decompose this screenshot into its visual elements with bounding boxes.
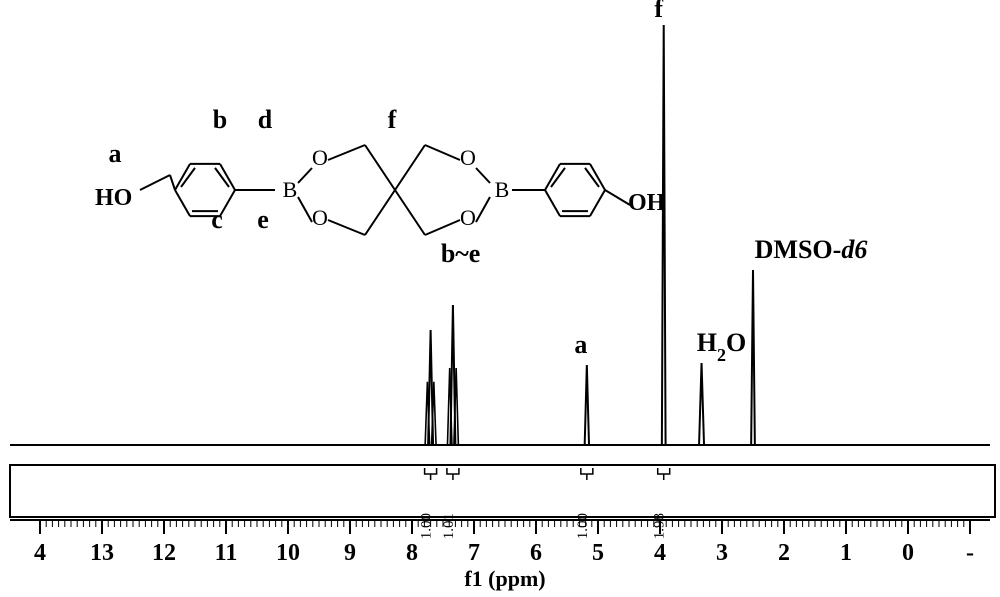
svg-text:e: e: [257, 205, 269, 234]
tick-label: 5: [592, 540, 604, 566]
tick-label: 3: [716, 540, 728, 566]
tick-label: 1: [840, 540, 852, 566]
svg-text:O: O: [312, 205, 328, 230]
tick-label: -: [966, 540, 974, 566]
peak-label-f: f: [654, 0, 663, 23]
tick-label: 9: [344, 540, 356, 566]
svg-text:B: B: [495, 177, 510, 202]
svg-text:d: d: [258, 105, 273, 134]
integral-value-a: 1.00: [575, 513, 591, 539]
svg-text:OH: OH: [628, 190, 666, 216]
nmr-figure: fb~eaH2ODMSO-d61.981.001.011.00413121110…: [0, 0, 1000, 597]
svg-text:c: c: [211, 205, 223, 234]
tick-label: 4: [34, 540, 46, 566]
peak-label-be1: b~e: [441, 239, 481, 268]
tick-label: 4: [654, 540, 666, 566]
tick-label: 10: [276, 540, 300, 566]
tick-label: 0: [902, 540, 914, 566]
svg-text:O: O: [460, 205, 476, 230]
tick-label: 8: [406, 540, 418, 566]
svg-text:HO: HO: [95, 185, 132, 211]
svg-text:O: O: [312, 145, 328, 170]
tick-label: 12: [152, 540, 176, 566]
plot-background: [0, 0, 1000, 597]
tick-label: 13: [90, 540, 114, 566]
svg-text:O: O: [460, 145, 476, 170]
svg-text:f: f: [388, 105, 397, 134]
tick-label: 7: [468, 540, 480, 566]
svg-text:a: a: [109, 139, 122, 168]
integral-value-be1: 1.00: [419, 513, 435, 539]
peak-label-dmso: DMSO-d6: [755, 235, 868, 264]
svg-text:B: B: [283, 177, 298, 202]
peak-label-a: a: [574, 330, 587, 359]
tick-label: 11: [215, 540, 238, 566]
svg-text:b: b: [213, 105, 227, 134]
tick-label: 6: [530, 540, 542, 566]
tick-label: 2: [778, 540, 790, 566]
x-axis-label: f1 (ppm): [464, 566, 545, 591]
